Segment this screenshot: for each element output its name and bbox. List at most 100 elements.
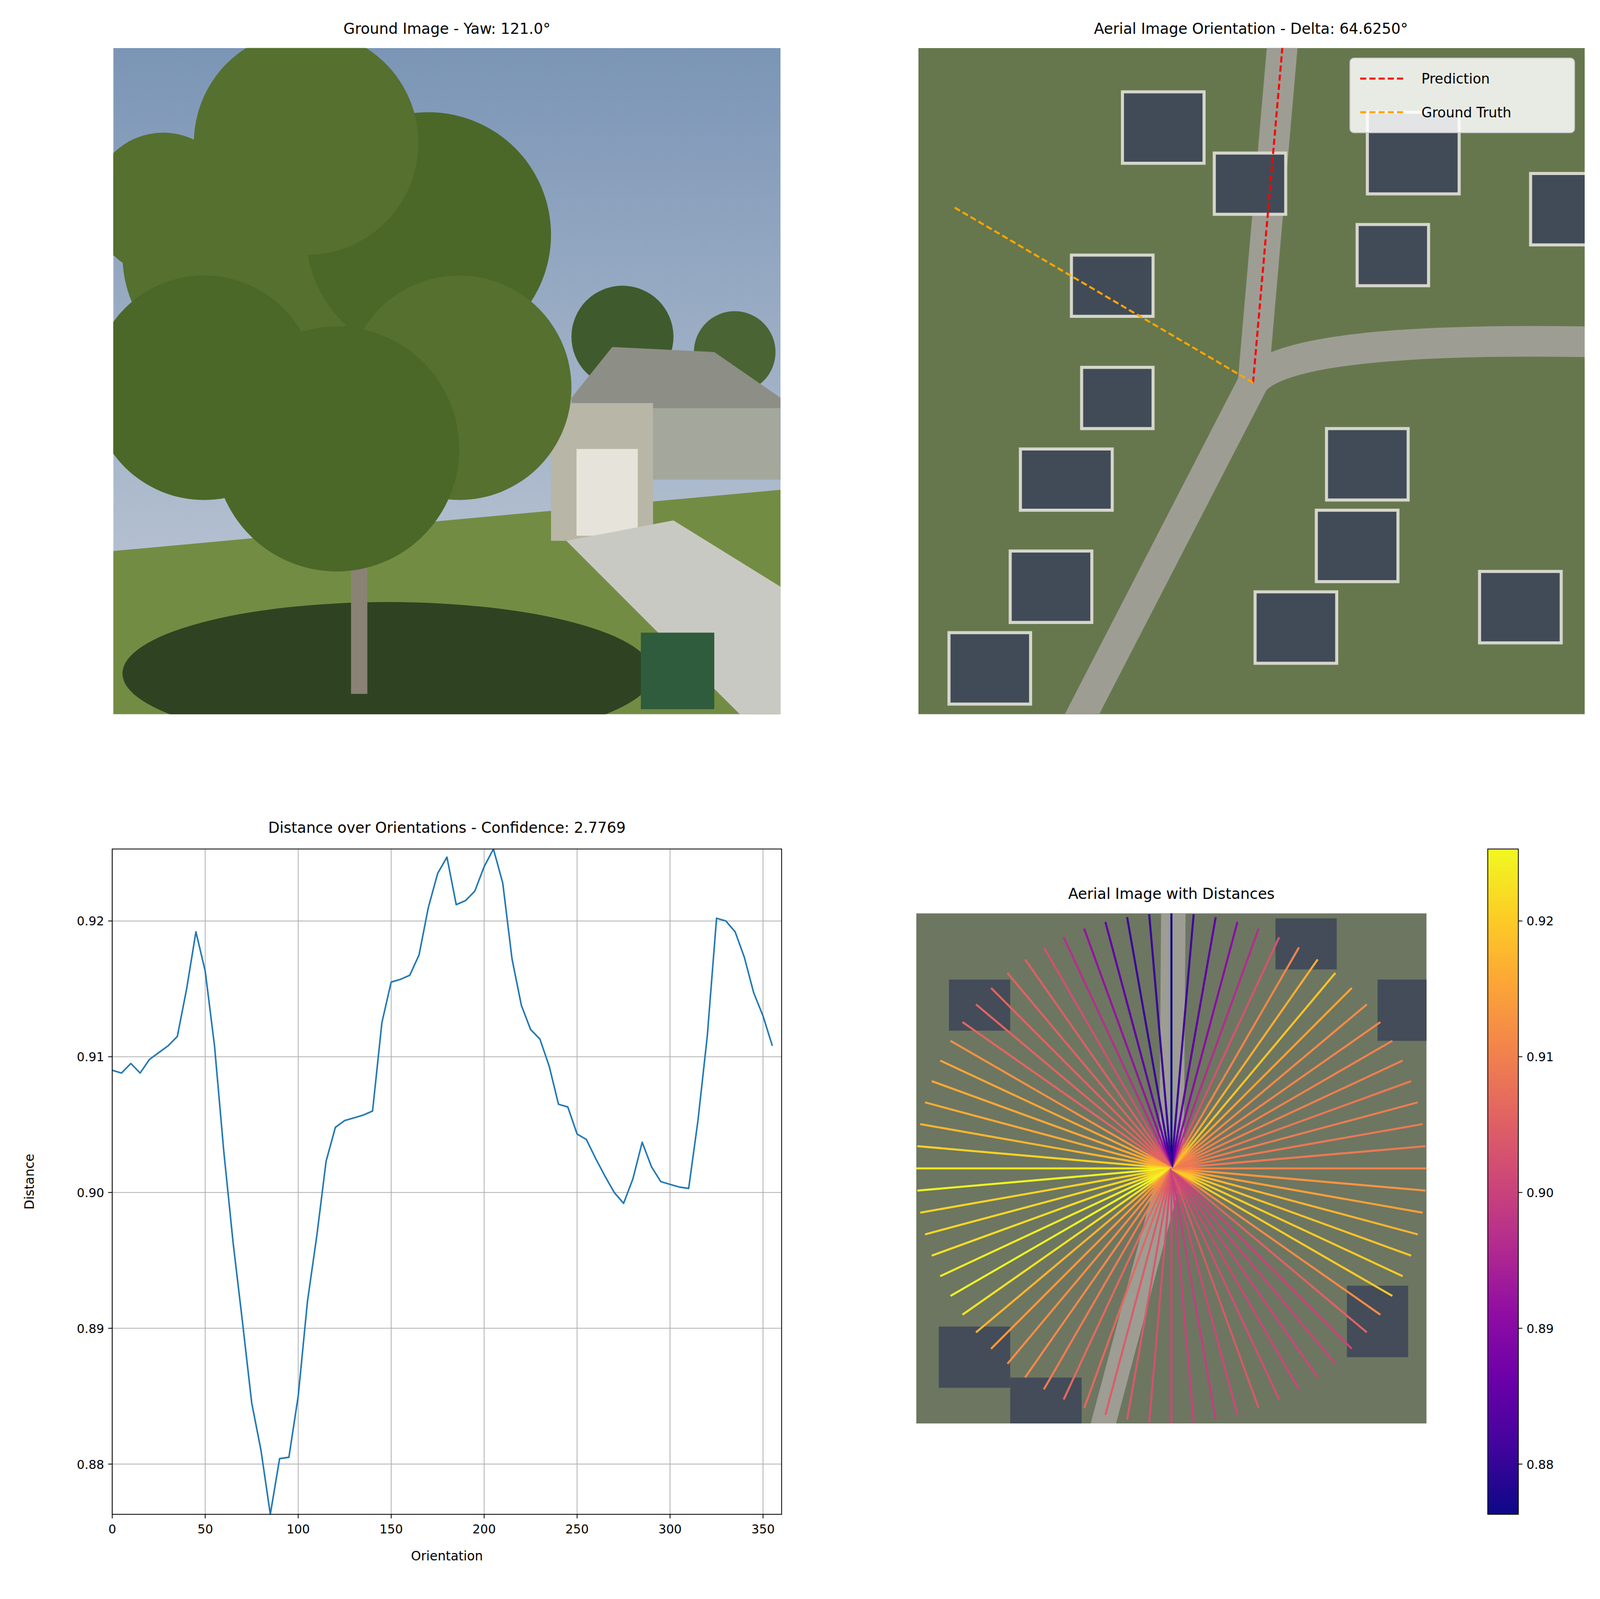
tick-label: 100 [286, 1522, 310, 1537]
house [1081, 367, 1154, 429]
ray [920, 1124, 1172, 1169]
tick-label: 0.92 [76, 914, 105, 928]
tick [112, 1514, 114, 1519]
radial-photo [916, 913, 1427, 1424]
shadow [122, 602, 654, 715]
tick [297, 1514, 299, 1519]
ray [950, 1168, 1172, 1296]
tick-label: 0.90 [76, 1185, 105, 1200]
figure: Ground Image - Yaw: 121.0° PredictionGrou… [0, 0, 1600, 1599]
tick-label: 0.88 [1526, 1457, 1554, 1472]
house [653, 408, 781, 480]
grid-line [390, 849, 392, 1515]
ground-image: Ground Image - Yaw: 121.0° [92, 20, 781, 746]
grid-line [669, 849, 671, 1515]
ray [1007, 1168, 1172, 1365]
ray [1171, 1168, 1423, 1213]
ray [1170, 913, 1173, 1169]
axis-label: Distance [22, 1153, 38, 1210]
frame [112, 849, 782, 1515]
bin [640, 632, 715, 710]
ray [1171, 1167, 1427, 1170]
grid-line [112, 1056, 782, 1058]
tick [576, 1514, 578, 1519]
tree [214, 326, 459, 572]
tick [108, 1056, 113, 1058]
tick-label: 350 [751, 1522, 775, 1537]
ray [1083, 1168, 1172, 1409]
house [1357, 224, 1429, 287]
ray [1171, 1040, 1393, 1169]
ray [916, 1167, 1172, 1170]
tick [204, 1514, 206, 1519]
plot-area [112, 849, 782, 1515]
legend-swatch [1359, 77, 1406, 80]
ray [1025, 1168, 1172, 1378]
line-panel: 0501001502002503003500.880.890.900.910.9… [22, 819, 783, 1564]
ray [1171, 1168, 1411, 1256]
legend-label: Prediction [1421, 70, 1490, 87]
tick-label: 0.89 [1526, 1321, 1554, 1336]
tick-label: 150 [379, 1522, 403, 1537]
house [1346, 1285, 1409, 1358]
orientation-lines [953, 48, 1284, 383]
tick [108, 1327, 113, 1329]
grid-line [297, 849, 299, 1515]
house [1479, 571, 1561, 643]
house [1275, 918, 1337, 970]
ray [1171, 928, 1259, 1169]
house [1377, 979, 1427, 1042]
tick-label: 0.92 [1526, 914, 1554, 928]
title: Ground Image - Yaw: 121.0° [343, 20, 551, 38]
tick [1518, 1056, 1523, 1058]
ray [940, 1168, 1172, 1277]
tick [1518, 1327, 1523, 1329]
ray [1171, 1168, 1426, 1191]
grid-line [112, 1191, 782, 1193]
ray [1148, 1168, 1172, 1423]
tick [108, 1191, 113, 1193]
radial-panel: Aerial Image with Distances 0.88 0.89 0.90 0… [916, 849, 1554, 1515]
legend: PredictionGround Truth [1349, 58, 1575, 133]
house [949, 632, 1031, 704]
title: Aerial Image with Distances [1068, 885, 1275, 903]
grid-line [112, 1463, 782, 1465]
axis-label: Orientation [410, 1548, 483, 1564]
house [550, 402, 654, 541]
ray [1171, 1168, 1280, 1400]
tick-label: 200 [472, 1522, 496, 1537]
house [949, 979, 1011, 1031]
ray [931, 1081, 1172, 1169]
tick [390, 1514, 392, 1519]
ray [1105, 922, 1172, 1169]
house [1255, 591, 1337, 664]
ray [1170, 1168, 1173, 1424]
orientation-line [953, 207, 1254, 383]
tick [108, 920, 113, 922]
house [1316, 510, 1398, 582]
ray [1171, 1168, 1299, 1390]
tick-label: 50 [197, 1522, 213, 1537]
ray [1127, 1168, 1172, 1420]
ray [1171, 917, 1216, 1169]
legend-box [1349, 58, 1575, 133]
ray [962, 1022, 1172, 1169]
ray [1171, 1102, 1418, 1169]
tick-label: 250 [565, 1522, 589, 1537]
tick-label: 0.90 [1526, 1185, 1554, 1200]
grid-line [483, 849, 485, 1515]
line [112, 849, 772, 1515]
grid-line [112, 1327, 782, 1329]
ray [917, 1146, 1172, 1169]
ray [1171, 972, 1336, 1169]
data [112, 849, 772, 1515]
house [1020, 448, 1113, 511]
ground [918, 48, 1585, 715]
ray [1063, 936, 1172, 1169]
legend-swatch [1359, 111, 1406, 114]
ray [924, 1168, 1172, 1235]
ray [1171, 1060, 1403, 1169]
tick [108, 1463, 113, 1465]
tick [1518, 1463, 1523, 1465]
ray [1171, 1168, 1381, 1316]
